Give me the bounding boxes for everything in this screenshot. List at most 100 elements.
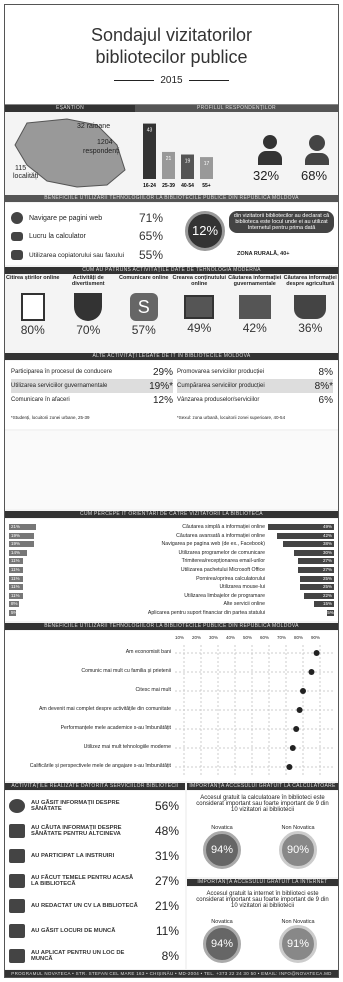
service-label: Căutarea avansată a informației online <box>176 532 265 539</box>
outcome-label: AU GĂSIT LOCURI DE MUNCĂ <box>31 927 116 934</box>
opinion-dot <box>293 726 300 732</box>
title-line-1: Sondajul vizitatorilor <box>90 25 253 45</box>
service-label: Utilizarea pachetului Microsoft Office <box>180 567 265 573</box>
female-icon <box>305 135 329 165</box>
outcome-row: AU APLICAT PENTRU UN LOC DE MUNCĂ 8% <box>9 945 183 967</box>
age-bar <box>200 157 213 179</box>
service-row: 11% 22% Utilizarea limbajelor de programar… <box>5 592 338 600</box>
service-left-bar: 11% <box>9 584 24 591</box>
service-row: 19% 38% Navigarea pe pagina web (de ex., F… <box>5 540 338 548</box>
opinion-tick-label: 30% <box>209 635 219 640</box>
outcome-label: AU APLICAT PENTRU UN LOC DE MUNCĂ <box>31 949 125 963</box>
government-building-icon <box>238 295 271 319</box>
sample-section-label: EȘANTION <box>5 105 135 112</box>
title-line-2: bibliotecilor publice <box>95 47 248 67</box>
service-label: Trimiterea/recepționarea email-urilor <box>181 558 265 565</box>
activity-item: Căutarea informației despre agricultură … <box>283 275 337 335</box>
service-row: 14% 30% Utilizarea programelor de comunica… <box>5 549 338 557</box>
access-calc-panel: Accesul gratuit la calculatoare în bibli… <box>187 791 338 877</box>
opinion-labels: Am economisit bani Comunic mai mult cu fa… <box>9 645 171 777</box>
access-inet-b: Non Novatica 91% <box>279 919 317 963</box>
services-section-label: CUM PERCEPE IT ORIENTĂRI DE CĂTRE VIZITA… <box>5 511 338 518</box>
outcome-pct: 11% <box>155 924 179 938</box>
activity-item: Citirea știrilor online 80% <box>6 275 60 337</box>
opinion-row-label: Am devenit mai complet despre activități… <box>38 706 171 712</box>
service-label: Pornirea/oprirea calculatorului <box>196 575 265 582</box>
other-row: Participarea în procesul de conducere 29% <box>11 366 173 378</box>
opinion-row-label: Citesc mai mult <box>135 687 171 693</box>
service-label: Utilizarea mouse-lui <box>219 584 265 591</box>
outcome-label: AU GĂSIT INFORMAȚII DESPRE SĂNĂTATE <box>31 799 120 813</box>
benefits-list: Navigare pe pagini web 71% Lucru la calc… <box>11 209 181 265</box>
opinion-dot <box>313 650 320 656</box>
other-left-list: Participarea în procesul de conducere 29%… <box>11 365 173 420</box>
other-row: Comunicare în afaceri 12% <box>11 394 173 406</box>
outcome-pct: 8% <box>161 949 179 963</box>
house-icon <box>9 874 25 888</box>
service-left-bar: 14% <box>9 549 28 556</box>
outcome-row: AU REDACTAT UN CV LA BIBLIOTECĂ 21% <box>9 895 183 917</box>
service-label: Navigarea pe pagina web (de ex., Faceboo… <box>161 541 265 548</box>
computer-icon <box>11 231 23 241</box>
outcome-pct: 27% <box>154 874 179 888</box>
benefit-row: Lucru la calculator 65% <box>11 227 181 245</box>
outcome-row: AU PARTICIPAT LA INSTRUIRI 31% <box>9 845 183 867</box>
moldova-map-icon <box>14 118 126 188</box>
document-icon <box>9 899 25 913</box>
activities-list: Citirea știrilor online 80% Activități d… <box>5 275 338 351</box>
printer-icon <box>11 250 23 260</box>
benefit-row: Utilizarea copiatorului sau faxului 55% <box>11 245 181 265</box>
outcome-label: AU FĂCUT TEMELE PENTRU ACASĂ LA BIBLIOTE… <box>31 874 134 888</box>
service-right-bar: 27% <box>297 567 334 573</box>
highlight-note: ZONA RURALĂ, 40+ <box>237 251 290 257</box>
opinion-tick-label: 90% <box>311 635 321 640</box>
other-row: Utilizarea serviciilor guvernamentale 19%… <box>11 379 173 393</box>
age-bar-label: 25-39 <box>162 183 175 189</box>
opinion-section-label: BENEFICIILE UTILIZĂRII TEHNOLOGIILOR LA … <box>5 623 338 630</box>
header: Sondajul vizitatorilor bibliotecilor pub… <box>5 5 338 105</box>
age-bar-label: 16-24 <box>143 183 156 189</box>
outcome-pct: 48% <box>154 824 179 838</box>
service-left-bar: 11% <box>9 558 24 565</box>
outcome-row: AU GĂSIT INFORMAȚII DESPRE SĂNĂTATE 56% <box>9 795 183 817</box>
other-activities-section-label: ALTE ACTIVITĂȚI LEGATE DE IT ÎN BIBLIOTE… <box>5 353 338 360</box>
outcome-pct: 21% <box>154 899 179 913</box>
opinion-dot <box>300 688 306 694</box>
service-left-bar: 11% <box>9 575 24 582</box>
access-inet-section-label: IMPORTANȚA ACCESULUI GRATUIT LA INTERNET <box>187 879 338 886</box>
service-right-bar: 5% <box>327 610 334 616</box>
globe-icon <box>11 212 23 224</box>
outcome-row: AU CĂUTA INFORMAȚII DESPRE SĂNĂTATE PENT… <box>9 820 183 842</box>
service-row: 11% 25% Utilizarea mouse-lui <box>5 583 338 591</box>
activities-section-label: CUM AU PĂTRUNS ACTIVITĂȚILE DATE DE TEHN… <box>5 267 338 274</box>
opinion-row-label: Comunic mai mult cu familia și prietenii <box>81 668 171 674</box>
note-left: *Studenți, locuitorii zonei urbane, 25-3… <box>11 415 90 420</box>
raioane-text: 32 raioane <box>77 123 111 130</box>
service-right-bar: 27% <box>297 558 334 565</box>
services-chart: 21% 49% Căutarea simplă a informației onli… <box>5 519 338 621</box>
theater-masks-icon <box>74 293 103 321</box>
outcome-label: AU CĂUTA INFORMAȚII DESPRE SĂNĂTATE PENT… <box>31 824 122 838</box>
opinion-tick-label: 40% <box>226 635 236 640</box>
heart-icon <box>9 799 25 813</box>
service-right-bar: 49% <box>267 524 334 530</box>
service-row: 8% 15% Alte servicii online <box>5 600 338 608</box>
service-label: Utilizarea programelor de comunicare <box>178 549 266 556</box>
opinion-tick-label: 50% <box>243 635 253 640</box>
service-row: 5% 5% Aplicarea pentru suport financiar di… <box>5 609 338 617</box>
service-right-bar: 25% <box>300 575 334 582</box>
service-left-bar: 8% <box>9 601 20 608</box>
other-row: Vânzarea produselor/serviciilor 6% <box>177 394 333 406</box>
service-row: 11% 27% Trimiterea/recepționarea email-uri… <box>5 557 338 565</box>
age-bar-value: 21 <box>166 156 172 162</box>
opinion-row-label: Am economisit bani <box>125 649 171 655</box>
note-right: *Sexul: zona urbană, locuitorii zonei su… <box>177 415 286 420</box>
respondenti-count: 1204 <box>97 139 113 146</box>
access-calc-b: Non Novatica 90% <box>279 825 317 869</box>
outcomes-list: AU GĂSIT INFORMAȚII DESPRE SĂNĂTATE 56% AU… <box>5 791 185 969</box>
outcome-pct: 56% <box>154 799 179 813</box>
benefit-row: Navigare pe pagini web 71% <box>11 209 181 227</box>
other-row: Promovarea serviciilor producției 8% <box>177 366 333 378</box>
monitor-icon <box>184 295 215 319</box>
service-label: Căutarea simplă a informației online <box>182 524 265 530</box>
